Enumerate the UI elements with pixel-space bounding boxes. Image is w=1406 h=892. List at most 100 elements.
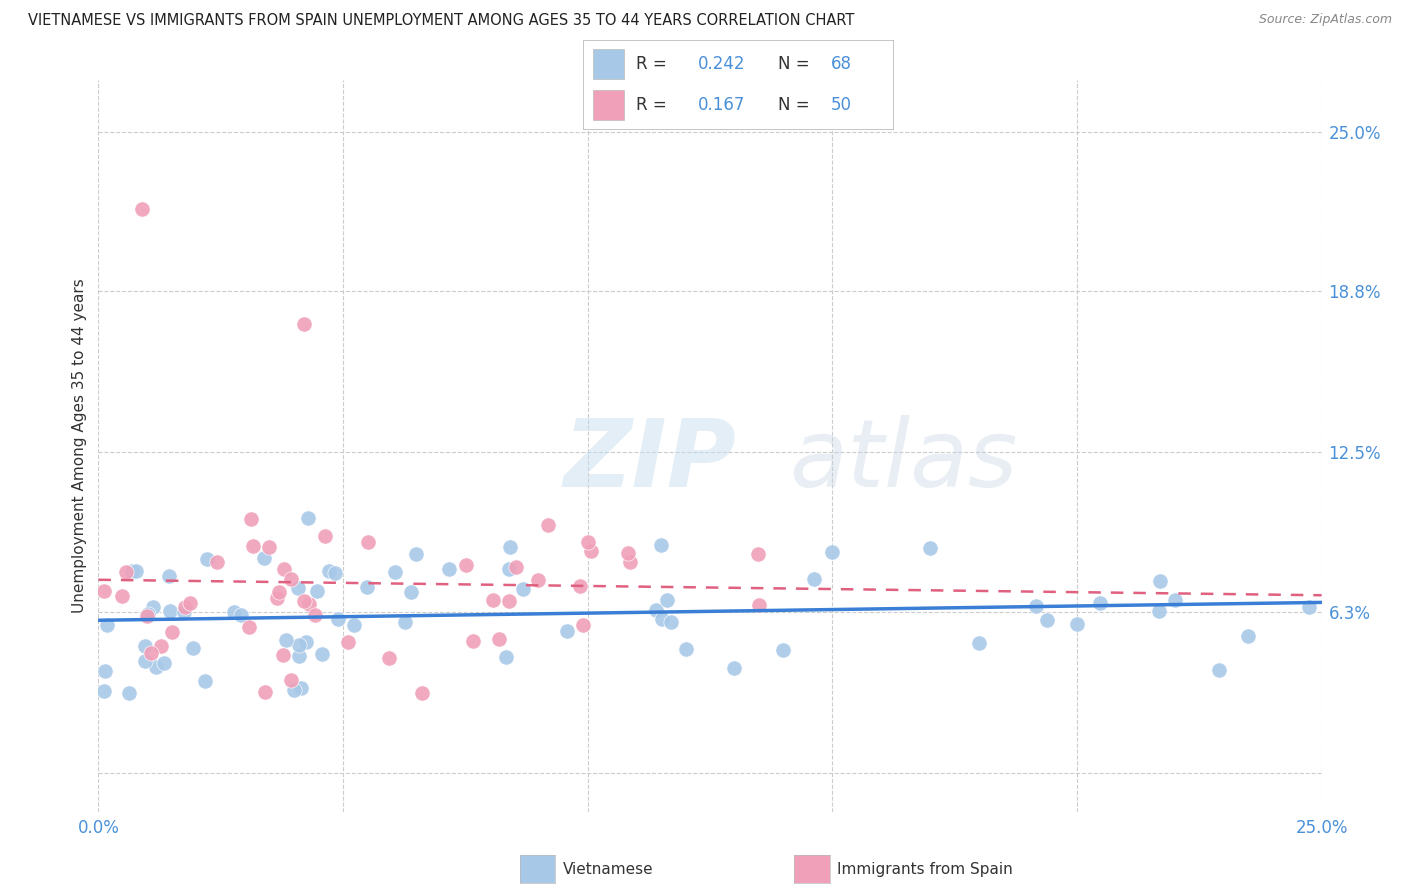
Point (305, 584, 328, 599)
Point (1298, 600, 1320, 615)
Text: VIETNAMESE VS IMMIGRANTS FROM SPAIN UNEMPLOYMENT AMONG AGES 35 TO 44 YEARS CORRE: VIETNAMESE VS IMMIGRANTS FROM SPAIN UNEM… (28, 13, 855, 29)
Point (498, 594, 520, 608)
Point (242, 540, 264, 554)
Point (239, 511, 262, 525)
Text: Vietnamese: Vietnamese (562, 863, 652, 877)
Point (463, 633, 485, 648)
Point (96, 618, 118, 632)
Point (651, 612, 673, 626)
Point (257, 541, 280, 555)
Point (772, 643, 794, 657)
Point (356, 580, 378, 594)
Point (111, 589, 134, 603)
Point (304, 607, 326, 622)
Point (1066, 617, 1088, 632)
Point (411, 686, 433, 700)
Point (337, 635, 360, 649)
Point (118, 686, 141, 700)
Point (238, 620, 260, 634)
Text: atlas: atlas (790, 415, 1018, 506)
Point (160, 624, 183, 639)
Point (579, 544, 602, 558)
Y-axis label: Unemployment Among Ages 35 to 44 years: Unemployment Among Ages 35 to 44 years (72, 278, 87, 614)
Point (125, 564, 148, 578)
Point (195, 551, 218, 566)
Point (488, 632, 510, 647)
Point (273, 648, 295, 663)
Point (298, 598, 321, 612)
Point (287, 581, 309, 595)
Point (1147, 604, 1170, 618)
Point (273, 562, 295, 576)
Point (288, 648, 311, 663)
Point (456, 558, 478, 573)
Point (803, 572, 825, 586)
Point (655, 593, 678, 607)
Point (748, 598, 770, 612)
Point (222, 605, 245, 619)
Point (1149, 574, 1171, 589)
Point (505, 560, 527, 574)
Point (159, 604, 181, 618)
Point (495, 649, 517, 664)
Point (121, 564, 143, 578)
Point (311, 647, 333, 661)
Point (139, 646, 162, 660)
Point (174, 600, 197, 615)
Point (318, 565, 340, 579)
Point (498, 562, 520, 576)
Point (675, 642, 697, 657)
Point (253, 685, 276, 699)
Point (290, 681, 312, 695)
Text: N =: N = (779, 55, 810, 73)
Text: R =: R = (636, 96, 666, 114)
Point (288, 639, 311, 653)
Point (194, 674, 217, 689)
Point (399, 585, 422, 599)
Point (283, 682, 305, 697)
Point (439, 562, 461, 576)
Point (181, 641, 204, 656)
Point (384, 565, 406, 579)
Point (253, 550, 276, 565)
Point (179, 595, 201, 609)
Point (93, 664, 115, 678)
Point (266, 591, 288, 605)
Point (134, 654, 156, 668)
Point (280, 573, 302, 587)
Point (619, 555, 641, 569)
Point (269, 584, 291, 599)
Point (481, 592, 503, 607)
Point (617, 546, 640, 560)
Point (145, 659, 167, 673)
Point (723, 660, 745, 674)
Point (659, 615, 682, 630)
Text: 0.242: 0.242 (697, 55, 745, 73)
Point (131, 202, 153, 216)
Point (135, 609, 157, 624)
Text: 68: 68 (831, 55, 852, 73)
Point (576, 535, 599, 549)
Point (1237, 629, 1260, 643)
Point (205, 555, 228, 569)
Point (394, 615, 416, 630)
Point (537, 518, 560, 533)
Point (512, 582, 534, 597)
Point (274, 632, 297, 647)
Point (93, 684, 115, 698)
Point (323, 566, 346, 580)
Point (1208, 664, 1230, 678)
Point (555, 624, 578, 639)
Point (405, 548, 427, 562)
Point (645, 603, 668, 617)
Point (967, 636, 990, 650)
Text: 0.167: 0.167 (697, 96, 745, 114)
Point (377, 651, 399, 665)
Point (150, 639, 173, 653)
Text: 50: 50 (831, 96, 852, 114)
Point (343, 618, 366, 632)
Point (569, 579, 592, 593)
Point (1164, 593, 1187, 607)
FancyBboxPatch shape (593, 49, 624, 79)
Point (295, 635, 318, 649)
